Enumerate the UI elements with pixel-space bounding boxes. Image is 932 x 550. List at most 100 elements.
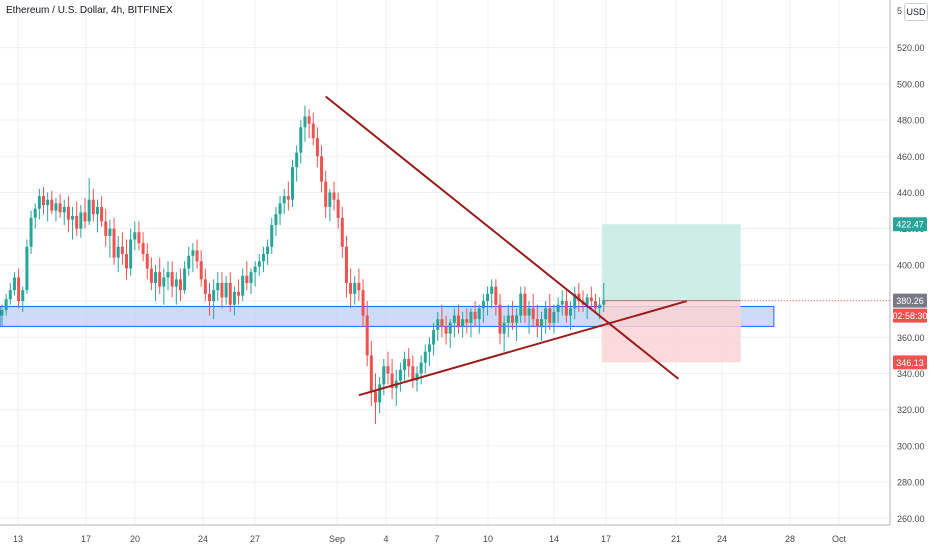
currency-selector-button[interactable]: USD [904, 3, 928, 21]
candle-body [0, 310, 4, 316]
candle-body [4, 299, 8, 311]
candle-body [320, 156, 324, 182]
time-tick-label: Oct [832, 534, 847, 544]
candle-body [149, 268, 153, 283]
candle [212, 279, 216, 320]
last-price-label-bg [893, 293, 927, 308]
candle [390, 358, 394, 399]
candle-body [17, 277, 21, 302]
price-tick-label: 5 [897, 6, 902, 16]
target-price-label-text: 422.47 [896, 220, 924, 230]
candle-body [208, 293, 211, 302]
candle [427, 337, 431, 367]
candle-body [523, 293, 527, 316]
candle [291, 159, 294, 207]
time-axis: 13 17 20 24 27 Sep 4 7 10 14 17 21 24 28 Oct [13, 534, 847, 544]
last-price-label: 380.26 [893, 293, 927, 308]
candle-body [145, 254, 149, 269]
candle-body [291, 167, 294, 200]
candle [593, 293, 597, 312]
candle [349, 268, 353, 309]
candle-body [108, 228, 112, 236]
bar-countdown-label-text: 02:58:30 [892, 311, 927, 321]
target-price-label-bg [893, 217, 927, 232]
candle-body [577, 293, 581, 302]
candle [29, 210, 33, 254]
candle-body [12, 277, 16, 291]
candle-body [403, 358, 407, 370]
candle [249, 268, 253, 294]
candle [423, 344, 427, 374]
candle-body [461, 319, 465, 327]
candle [506, 304, 510, 338]
candle-body [241, 275, 245, 296]
candle-body [8, 290, 12, 300]
candle-body [54, 203, 58, 211]
candle-body [25, 246, 29, 291]
time-tick-label: 21 [671, 534, 681, 544]
price-tick-label: 440.00 [897, 188, 925, 198]
candle [282, 188, 286, 215]
candle-body [278, 203, 282, 215]
candle-body [299, 127, 303, 153]
candle-body [415, 373, 419, 381]
candle-body [340, 217, 344, 247]
candle [33, 203, 37, 229]
candle-body [71, 215, 75, 220]
candle-body [66, 206, 70, 220]
candle-body [137, 232, 141, 244]
time-tick-label: 13 [13, 534, 23, 544]
candle [183, 261, 187, 294]
stop-price-label-bg [893, 355, 927, 370]
candle [374, 373, 377, 425]
candle-body [95, 206, 99, 215]
candle-body [87, 199, 91, 222]
candle-body [365, 315, 369, 356]
candle-body [486, 293, 490, 302]
candle [42, 187, 45, 215]
price-tick-label: 260.00 [897, 514, 925, 524]
candle [170, 261, 174, 298]
candle [25, 239, 29, 294]
candle [125, 239, 128, 280]
candle-body [62, 206, 66, 213]
candle [307, 109, 311, 139]
candle [166, 261, 170, 291]
candle [486, 286, 490, 316]
candle-body [29, 217, 33, 247]
candle [187, 246, 191, 276]
candle [544, 301, 548, 334]
candle-body [216, 282, 220, 291]
candle-body [602, 301, 606, 305]
candle-body [357, 282, 361, 291]
candle [328, 188, 332, 222]
candle [552, 304, 556, 334]
price-tick-label: 400.00 [897, 260, 925, 270]
candle-body [494, 286, 498, 305]
candle-body [195, 250, 199, 262]
price-tick-label: 500.00 [897, 79, 925, 89]
candle [120, 232, 124, 265]
candle [295, 145, 299, 182]
candle [510, 301, 514, 331]
candle-body [481, 301, 485, 309]
candle [21, 286, 25, 312]
price-tick-label: 460.00 [897, 152, 925, 162]
candle [75, 201, 79, 236]
candle-body [178, 279, 182, 291]
candle-body [91, 199, 95, 215]
candles [0, 105, 606, 425]
grid [0, 0, 890, 525]
candle-body [154, 272, 158, 283]
target-zone [601, 224, 741, 301]
candle-body [295, 152, 299, 168]
candle [589, 286, 593, 309]
candle-body [129, 239, 133, 269]
candle [286, 181, 290, 211]
candle [440, 304, 444, 338]
candle-body [564, 301, 568, 316]
candle [560, 290, 564, 316]
chart-title: Ethereum / U.S. Dollar, 4h, BITFINEX [6, 5, 173, 16]
candle-body [419, 362, 423, 374]
